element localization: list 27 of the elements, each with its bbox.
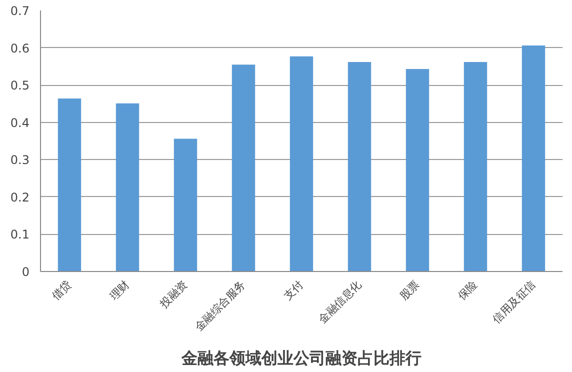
y-tick-label: 0.7 [10,4,30,18]
bar [232,64,256,272]
x-tick-label: 借贷 [49,278,74,303]
bar [116,103,140,272]
bar [348,62,372,272]
x-tick-label: 投融资 [156,278,190,312]
bar [174,138,198,272]
bar [290,56,314,272]
bar [406,69,430,272]
y-tick-label: 0.6 [10,41,30,56]
y-tick-label: 0.3 [10,153,30,168]
x-tick-label: 理财 [107,278,132,303]
x-tick-label: 保险 [455,278,480,303]
y-tick-label: 0 [22,265,30,279]
y-tick-label: 0.1 [10,228,30,242]
x-tick-label: 信用及征信 [490,278,538,326]
x-tick-label: 支付 [281,278,306,303]
y-tick-label: 0.2 [10,190,30,204]
x-tick-label: 金融综合服务 [192,278,248,334]
bar [464,62,488,272]
bar [522,46,546,272]
text: 金融各领域创业公司融资占比排行 [180,348,422,368]
y-tick-label: 0.4 [10,116,30,130]
x-tick-label: 金融信息化 [316,278,364,326]
y-tick-label: 0.5 [10,78,30,93]
x-tick-label: 股票 [397,278,422,303]
bar [58,98,82,272]
